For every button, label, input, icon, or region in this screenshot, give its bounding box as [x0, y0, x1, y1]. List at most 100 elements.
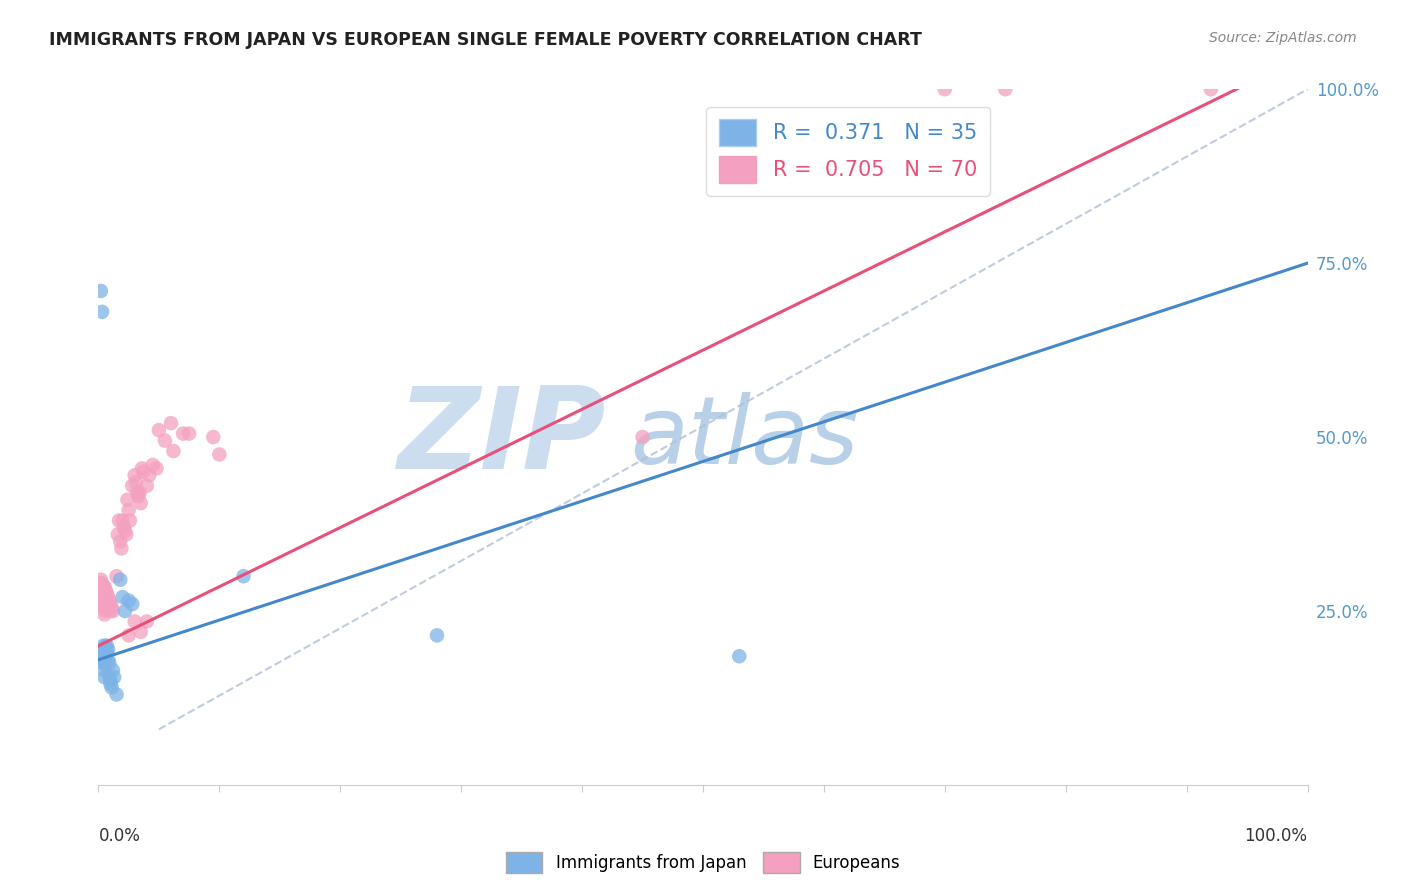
Point — [107, 527, 129, 541]
Point — [93, 593, 115, 607]
Point — [90, 284, 112, 298]
Text: ZIP: ZIP — [398, 382, 606, 492]
Point — [103, 670, 125, 684]
Point — [129, 496, 152, 510]
Point — [93, 642, 115, 657]
Point — [105, 688, 128, 702]
Point — [132, 465, 155, 479]
Point — [118, 514, 141, 528]
Point — [91, 580, 114, 594]
Point — [153, 434, 176, 448]
Point — [100, 673, 122, 688]
Point — [91, 576, 114, 591]
Point — [94, 590, 117, 604]
Point — [114, 524, 136, 538]
Text: 100.0%: 100.0% — [1244, 827, 1308, 845]
Point — [93, 580, 115, 594]
Point — [94, 639, 117, 653]
Point — [142, 458, 165, 472]
Point — [135, 615, 157, 629]
Point — [100, 597, 122, 611]
Point — [202, 430, 225, 444]
Point — [108, 514, 131, 528]
Point — [111, 590, 134, 604]
Point — [124, 615, 146, 629]
Point — [97, 642, 120, 657]
Point — [97, 653, 120, 667]
Point — [426, 628, 449, 642]
Text: 0.0%: 0.0% — [98, 827, 141, 845]
Point — [91, 639, 114, 653]
Point — [94, 649, 117, 664]
Point — [129, 624, 152, 639]
Point — [110, 541, 132, 556]
Point — [93, 670, 115, 684]
Point — [112, 520, 135, 534]
Point — [135, 479, 157, 493]
Point — [98, 593, 121, 607]
Point — [98, 670, 121, 684]
Text: IMMIGRANTS FROM JAPAN VS EUROPEAN SINGLE FEMALE POVERTY CORRELATION CHART: IMMIGRANTS FROM JAPAN VS EUROPEAN SINGLE… — [49, 31, 922, 49]
Point — [91, 305, 114, 319]
Point — [94, 583, 117, 598]
Point — [98, 657, 121, 671]
Point — [91, 593, 114, 607]
Point — [91, 583, 114, 598]
Point — [111, 514, 134, 528]
Point — [96, 587, 118, 601]
Point — [93, 657, 115, 671]
Point — [118, 503, 141, 517]
Point — [232, 569, 254, 583]
Point — [96, 639, 118, 653]
Text: Source: ZipAtlas.com: Source: ZipAtlas.com — [1209, 31, 1357, 45]
Point — [93, 649, 115, 664]
Point — [127, 489, 149, 503]
Point — [97, 597, 120, 611]
Point — [124, 468, 146, 483]
Point — [128, 485, 150, 500]
Point — [125, 475, 148, 490]
Point — [172, 426, 194, 441]
Point — [208, 447, 231, 462]
Point — [631, 430, 654, 444]
Point — [94, 642, 117, 657]
Point — [90, 580, 112, 594]
Point — [934, 82, 956, 96]
Point — [93, 663, 115, 677]
Point — [108, 534, 131, 549]
Point — [91, 657, 114, 671]
Point — [105, 569, 128, 583]
Point — [93, 607, 115, 622]
Point — [145, 461, 167, 475]
Point — [121, 479, 143, 493]
Point — [728, 649, 751, 664]
Point — [100, 677, 122, 691]
Point — [138, 468, 160, 483]
Point — [1199, 82, 1222, 96]
Point — [91, 590, 114, 604]
Point — [90, 573, 112, 587]
Point — [100, 604, 122, 618]
Point — [114, 604, 136, 618]
Point — [127, 485, 149, 500]
Point — [994, 82, 1017, 96]
Point — [115, 527, 138, 541]
Point — [93, 600, 115, 615]
Point — [118, 628, 141, 642]
Point — [91, 597, 114, 611]
Point — [97, 590, 120, 604]
Point — [93, 587, 115, 601]
Point — [90, 587, 112, 601]
Point — [96, 593, 118, 607]
Legend: Immigrants from Japan, Europeans: Immigrants from Japan, Europeans — [499, 846, 907, 880]
Point — [96, 646, 118, 660]
Point — [94, 657, 117, 671]
Point — [121, 597, 143, 611]
Point — [91, 646, 114, 660]
Point — [131, 461, 153, 475]
Point — [160, 416, 183, 430]
Point — [91, 649, 114, 664]
Point — [118, 593, 141, 607]
Point — [94, 597, 117, 611]
Point — [94, 604, 117, 618]
